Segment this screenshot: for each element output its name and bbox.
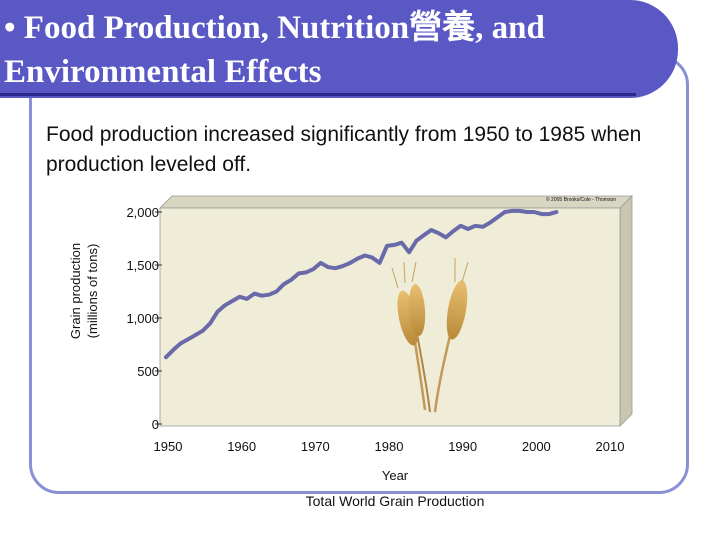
- credit-text: © 2005 Brooks/Cole - Thomson: [546, 196, 616, 203]
- y-axis-label-line1: Grain production: [68, 243, 83, 339]
- x-axis-label: Year: [382, 468, 409, 483]
- x-tick-label: 1950: [154, 439, 183, 454]
- y-tick-label: 2,000: [126, 205, 159, 220]
- wheat-illustration: [391, 258, 469, 413]
- x-tick-label: 1970: [301, 439, 330, 454]
- y-tick-label: 1,000: [126, 311, 159, 326]
- slide-subtitle: Food production increased significantly …: [46, 123, 642, 176]
- series-line-world-grain: [164, 208, 559, 360]
- x-tick-label: 1960: [227, 439, 256, 454]
- title-banner: • Food Production, Nutrition營養, and Envi…: [0, 0, 678, 98]
- y-tick-label: 0: [152, 417, 159, 432]
- x-tick-label: 2010: [596, 439, 625, 454]
- y-tick-label: 500: [137, 364, 159, 379]
- plot-side-face: [619, 195, 633, 427]
- x-tick-label: 2000: [522, 439, 551, 454]
- x-tick-label: 1990: [448, 439, 477, 454]
- x-tick-label: 1980: [375, 439, 404, 454]
- y-axis-label-line2: (millions of tons): [85, 244, 100, 339]
- y-tick-label: 1,500: [126, 258, 159, 273]
- title-underline: [0, 93, 636, 96]
- slide-title: • Food Production, Nutrition營養, and Envi…: [4, 10, 545, 90]
- chart-title: Total World Grain Production: [306, 493, 485, 509]
- plot-area: [159, 207, 621, 427]
